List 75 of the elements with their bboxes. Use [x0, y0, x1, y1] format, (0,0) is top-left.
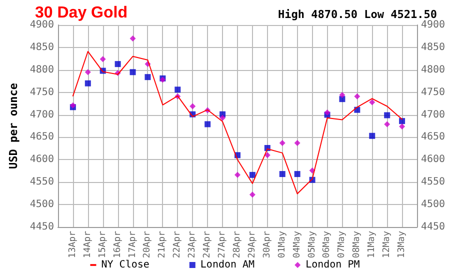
x-tick-label: 28Apr — [232, 230, 242, 258]
x-tick-label: 01May — [277, 230, 288, 258]
x-tick-label: 15Apr — [98, 230, 108, 258]
point — [190, 103, 196, 110]
point — [399, 123, 406, 130]
y-axis-title: USD per ounce — [7, 82, 20, 170]
point — [114, 61, 121, 68]
x-tick-label: 16Apr — [112, 230, 123, 258]
legend-label: NY Close — [101, 260, 150, 270]
y2-tick-label: 4900 — [421, 20, 446, 30]
point — [354, 93, 360, 100]
legend-label: London PM — [306, 260, 360, 270]
y-tick-label: 4650 — [30, 132, 54, 143]
x-tick-label: 29Apr — [247, 230, 258, 258]
point — [249, 192, 256, 198]
y2-tick-label: 4800 — [421, 64, 446, 76]
x-tick-label: 21Apr — [158, 230, 168, 258]
y-tick-label: 4550 — [30, 176, 54, 188]
point — [84, 80, 91, 86]
x-tick-label: 17Apr — [128, 230, 138, 258]
point — [279, 171, 286, 178]
y2-tick-label: 4750 — [421, 86, 446, 98]
y-tick-label: 4800 — [30, 64, 54, 76]
point — [384, 121, 390, 128]
point — [399, 118, 406, 124]
y2-tick-label: 4500 — [421, 199, 446, 210]
y2-tick-label: 4600 — [421, 154, 446, 166]
y2-tick-label: 4650 — [421, 132, 446, 143]
x-tick-label: 27Apr — [218, 230, 228, 258]
y-tick-label: 4700 — [30, 109, 54, 120]
point — [279, 140, 286, 146]
x-tick-label: 07May — [337, 230, 348, 258]
x-tick-label: 13Apr — [68, 230, 78, 258]
y-tick-label: 4900 — [30, 20, 54, 30]
point — [249, 172, 256, 178]
x-tick-label: 14Apr — [82, 230, 93, 258]
x-tick-label: 30Apr — [262, 230, 272, 258]
y-tick-label: 4450 — [30, 222, 54, 232]
point — [204, 121, 211, 128]
x-tick-label: 08May — [352, 230, 362, 258]
point — [294, 140, 300, 146]
x-tick-label: 23Apr — [188, 230, 198, 258]
legend-label: London AM — [200, 260, 255, 270]
x-tick-label: 13May — [397, 230, 408, 258]
chart-title: 30 Day Gold — [35, 4, 128, 22]
point — [100, 56, 106, 62]
point — [369, 99, 376, 106]
point — [234, 172, 240, 178]
x-tick-label: 12May — [382, 230, 392, 258]
point — [174, 86, 181, 93]
y2-tick-label: 4450 — [421, 222, 446, 232]
y2-tick-label: 4700 — [421, 109, 446, 120]
point — [369, 132, 376, 139]
y-tick-label: 4500 — [30, 199, 54, 210]
x-tick-label: 11May — [367, 230, 378, 258]
chart-subtitle: High 4870.50 Low 4521.50 — [278, 8, 438, 21]
y2-tick-label: 4550 — [421, 176, 446, 188]
point — [130, 69, 136, 76]
point — [339, 92, 346, 98]
x-tick-label: 04May — [292, 230, 302, 258]
point — [220, 114, 226, 121]
point — [384, 112, 390, 118]
x-tick-label: 05May — [307, 230, 318, 258]
x-tick-label: 20Apr — [142, 230, 153, 258]
y-tick-label: 4850 — [30, 42, 54, 53]
point — [294, 171, 300, 178]
point — [144, 74, 151, 80]
y2-tick-label: 4850 — [421, 42, 446, 53]
x-tick-label: 22Apr — [172, 230, 183, 258]
x-tick-label: 24Apr — [202, 230, 213, 258]
point — [130, 35, 136, 42]
y-tick-label: 4750 — [30, 86, 54, 98]
x-tick-label: 06May — [322, 230, 332, 258]
y-tick-label: 4600 — [30, 154, 54, 166]
point — [84, 69, 91, 76]
